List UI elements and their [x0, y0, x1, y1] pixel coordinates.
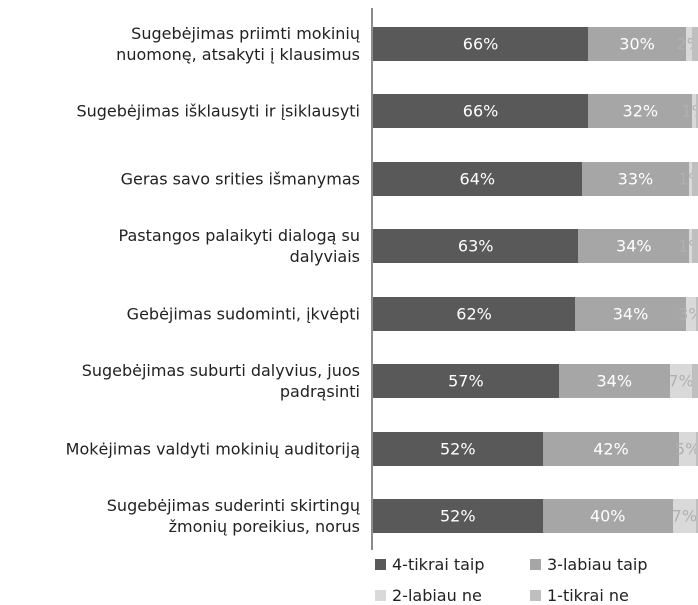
legend-label: 4-tikrai taip	[392, 555, 485, 574]
bar-segment	[692, 229, 698, 264]
value-label: 1%	[681, 101, 698, 121]
bar-segment	[373, 499, 543, 534]
bar-segment	[373, 229, 579, 264]
bar-segment	[692, 364, 698, 399]
bar-segment	[692, 161, 698, 196]
value-label: 63%	[457, 236, 494, 256]
value-label: 5%	[674, 439, 698, 459]
category-label: Sugebėjimas suderinti skirtingų žmonių p…	[106, 496, 360, 537]
value-label: 42%	[593, 439, 629, 459]
bar-segment	[542, 431, 680, 466]
bar-segment	[373, 94, 589, 129]
value-label: 3%	[678, 304, 698, 324]
bar-segment	[685, 26, 693, 61]
legend-item: 4-tikrai taip	[375, 555, 485, 574]
bar-segment	[588, 94, 693, 129]
value-label: 66%	[462, 34, 499, 54]
legend-swatch	[375, 559, 386, 570]
bar-segment	[679, 431, 696, 466]
bar-segment	[373, 296, 576, 331]
category-label: Geras savo srities išmanymas	[120, 169, 360, 189]
legend-item: 1-tikrai ne	[530, 586, 629, 605]
bar-segment	[692, 94, 696, 129]
bar-segment	[672, 499, 696, 534]
category-label: Gebėjimas sudominti, įkvėpti	[126, 304, 360, 324]
bar-segment	[689, 161, 693, 196]
bar-segment	[373, 26, 589, 61]
value-label: 52%	[439, 439, 476, 459]
value-label: 34%	[612, 304, 649, 324]
value-label: 32%	[622, 101, 659, 121]
bar-segment	[689, 229, 693, 264]
bar-segment	[695, 94, 698, 129]
bar-segment	[588, 26, 686, 61]
legend-label: 2-labiau ne	[392, 586, 482, 605]
legend-swatch	[530, 590, 541, 601]
value-label: 57%	[448, 371, 484, 391]
value-label: 34%	[616, 236, 652, 256]
bar-segment	[373, 431, 543, 466]
category-label: Sugebėjimas priimti mokinių nuomonę, ats…	[116, 23, 360, 64]
bar-segment	[373, 364, 559, 399]
value-label: 7%	[671, 506, 698, 526]
bar-segment	[558, 364, 670, 399]
legend-swatch	[530, 559, 541, 570]
bar-segment	[695, 499, 698, 534]
value-label: 7%	[668, 371, 694, 391]
category-label: Sugebėjimas išklausyti ir įsiklausyti	[76, 101, 360, 121]
legend-swatch	[375, 590, 386, 601]
value-label: 34%	[596, 371, 633, 391]
value-label: 30%	[619, 34, 655, 54]
value-label: 52%	[439, 506, 476, 526]
value-label: 64%	[459, 169, 496, 189]
bar-segment	[542, 499, 673, 534]
value-label: 40%	[589, 506, 626, 526]
category-label: Mokėjimas valdyti mokinių auditoriją	[65, 439, 360, 459]
legend-label: 3-labiau taip	[547, 555, 648, 574]
value-label: 66%	[462, 101, 499, 121]
bar-segment	[373, 161, 582, 196]
bar-segment	[695, 296, 698, 331]
bar-segment	[581, 161, 690, 196]
legend-item: 3-labiau taip	[530, 555, 648, 574]
category-label: Sugebėjimas suburti dalyvius, juos padrą…	[81, 361, 360, 402]
category-label: Pastangos palaikyti dialogą su dalyviais	[118, 226, 360, 267]
value-label: 33%	[617, 169, 654, 189]
bar-segment	[685, 296, 696, 331]
bar-segment	[692, 26, 698, 61]
bar-segment	[575, 296, 686, 331]
value-label: 62%	[456, 304, 492, 324]
category-axis	[371, 8, 373, 550]
legend-label: 1-tikrai ne	[547, 586, 629, 605]
bar-segment	[578, 229, 690, 264]
legend-item: 2-labiau ne	[375, 586, 482, 605]
bar-segment	[669, 364, 693, 399]
bar-segment	[695, 431, 698, 466]
